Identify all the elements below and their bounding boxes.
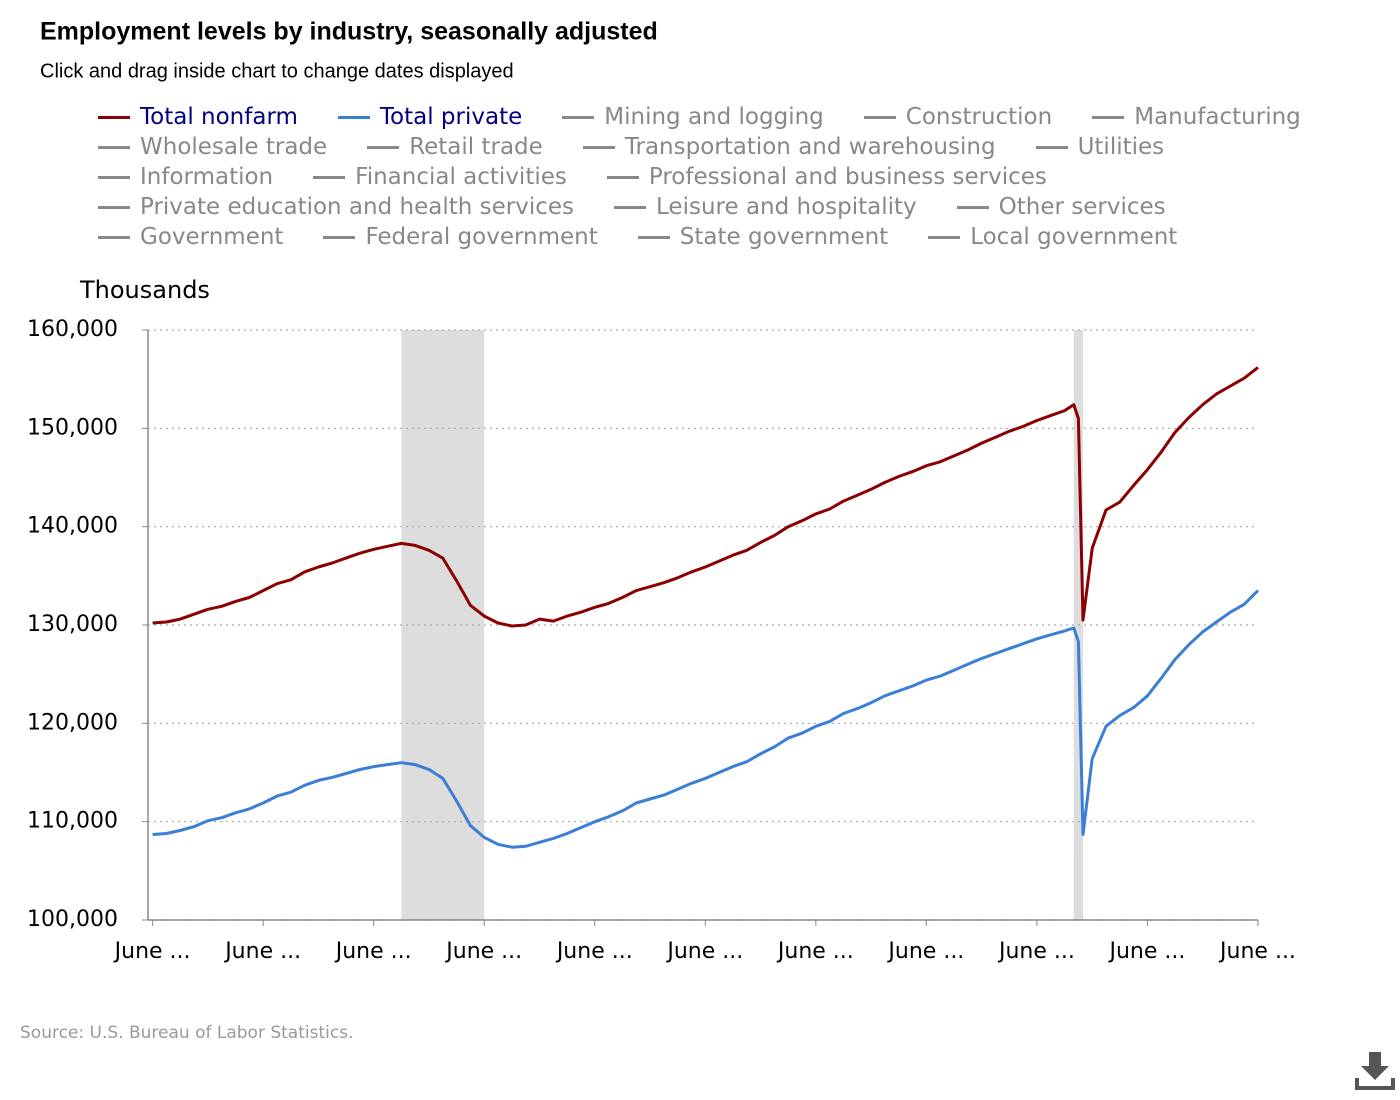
y-tick-label: 140,000 <box>27 514 118 539</box>
legend-swatch <box>614 205 647 209</box>
x-tick-label: June ... <box>223 939 301 964</box>
legend-swatch <box>337 115 370 119</box>
legend-entry-inactive[interactable]: Retail trade <box>367 132 543 162</box>
series-line <box>152 366 1259 628</box>
legend-entry[interactable]: Total nonfarm <box>98 102 298 132</box>
legend-label: Private education and health services <box>140 194 575 220</box>
legend-entry-inactive[interactable]: Utilities <box>1035 132 1165 162</box>
y-tick-label: 100,000 <box>27 907 118 932</box>
legend-swatch <box>928 235 961 239</box>
legend-swatch <box>1035 145 1068 149</box>
download-icon[interactable] <box>1355 1052 1395 1090</box>
legend-entry-inactive[interactable]: State government <box>637 222 889 252</box>
legend-label: Mining and logging <box>604 104 824 130</box>
legend-entry-inactive[interactable]: Transportation and warehousing <box>582 132 996 162</box>
legend: Total nonfarm Total private Mining and log… <box>98 102 1368 252</box>
legend-entry-inactive[interactable]: Federal government <box>323 222 598 252</box>
y-tick-label: 150,000 <box>27 415 118 440</box>
legend-swatch <box>863 115 896 119</box>
y-tick-label: 120,000 <box>27 710 118 735</box>
x-tick-label: June ... <box>886 939 964 964</box>
legend-entry-inactive[interactable]: Financial activities <box>313 162 567 192</box>
legend-entry-inactive[interactable]: Government <box>98 222 283 252</box>
legend-entry-inactive[interactable]: Other services <box>956 192 1166 222</box>
legend-label: Financial activities <box>355 164 567 190</box>
legend-swatch <box>562 115 595 119</box>
legend-swatch <box>606 175 639 179</box>
y-tick-label: 130,000 <box>27 612 118 637</box>
legend-label: State government <box>679 224 889 250</box>
legend-swatch <box>98 145 130 149</box>
x-tick-label: June ... <box>555 939 633 964</box>
chart-title: Employment levels by industry, seasonall… <box>40 18 658 46</box>
legend-label: Information <box>140 164 274 190</box>
legend-label: Federal government <box>365 224 598 250</box>
x-tick-label: June ... <box>1108 939 1186 964</box>
legend-swatch <box>1092 115 1125 119</box>
legend-entry-inactive[interactable]: Manufacturing <box>1092 102 1301 132</box>
source-note: Source: U.S. Bureau of Labor Statistics. <box>20 1023 353 1043</box>
legend-swatch <box>323 235 356 239</box>
legend-swatch <box>98 115 130 119</box>
legend-label: Professional and business services <box>648 164 1047 190</box>
legend-entry-inactive[interactable]: Leisure and hospitality <box>614 192 917 222</box>
legend-label: Manufacturing <box>1134 104 1301 130</box>
x-tick-label: June ... <box>776 939 854 964</box>
y-tick-label: 110,000 <box>27 809 118 834</box>
legend-entry-inactive[interactable]: Private education and health services <box>98 192 574 222</box>
y-tick-label: 160,000 <box>27 317 118 342</box>
legend-swatch <box>637 235 670 239</box>
legend-swatch <box>956 205 989 209</box>
legend-label: Other services <box>998 194 1166 220</box>
legend-entry[interactable]: Total private <box>337 102 523 132</box>
legend-entry-inactive[interactable]: Wholesale trade <box>98 132 327 162</box>
legend-entry-inactive[interactable]: Professional and business services <box>606 162 1047 192</box>
legend-swatch <box>98 175 130 179</box>
x-tick-label: June ... <box>334 939 412 964</box>
legend-swatch <box>367 145 400 149</box>
legend-label: Utilities <box>1077 134 1165 160</box>
series-line <box>152 589 1260 849</box>
legend-entry-inactive[interactable]: Local government <box>928 222 1177 252</box>
x-tick-label: June ... <box>113 939 191 964</box>
legend-entry-inactive[interactable]: Mining and logging <box>562 102 824 132</box>
x-tick-label: June ... <box>997 939 1075 964</box>
legend-label: Leisure and hospitality <box>656 194 917 220</box>
legend-entry-inactive[interactable]: Construction <box>863 102 1053 132</box>
x-tick-label: June ... <box>665 939 743 964</box>
legend-label: Retail trade <box>409 134 543 160</box>
legend-label: Local government <box>970 224 1178 250</box>
legend-label: Transportation and warehousing <box>624 134 996 160</box>
legend-swatch <box>98 205 130 209</box>
legend-swatch <box>98 235 130 239</box>
legend-swatch <box>313 175 346 179</box>
y-axis-label: Thousands <box>79 276 210 304</box>
legend-entry-inactive[interactable]: Information <box>98 162 273 192</box>
legend-label: Wholesale trade <box>140 134 328 160</box>
legend-label: Government <box>140 224 284 250</box>
legend-label: Total nonfarm <box>140 104 298 130</box>
chart-subtitle: Click and drag inside chart to change da… <box>40 60 514 82</box>
x-tick-label: June ... <box>1218 939 1296 964</box>
legend-label: Construction <box>905 104 1053 130</box>
legend-label: Total private <box>379 104 523 130</box>
legend-swatch <box>582 145 615 149</box>
x-tick-label: June ... <box>444 939 522 964</box>
